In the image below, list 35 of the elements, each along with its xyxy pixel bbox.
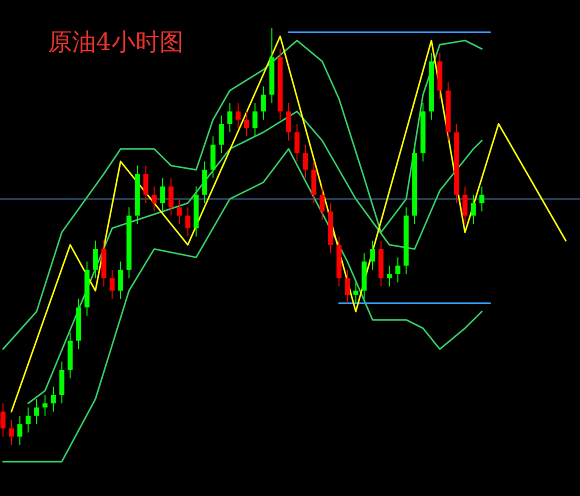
candlestick	[143, 165, 148, 204]
candlestick	[152, 186, 157, 212]
candlestick	[160, 178, 166, 212]
candlestick	[260, 86, 266, 120]
candlestick	[236, 102, 241, 129]
candlestick	[395, 256, 400, 283]
candlestick	[344, 269, 350, 304]
candlestick	[110, 269, 115, 300]
chart-title: 原油4小时图	[48, 28, 184, 56]
candlestick	[92, 240, 98, 279]
candlestick	[370, 240, 376, 270]
candlestick	[42, 394, 48, 416]
candlestick	[252, 102, 258, 137]
candlestick	[320, 186, 325, 220]
candlestick	[227, 102, 232, 133]
candlestick	[386, 265, 392, 288]
candlestick	[286, 102, 292, 142]
candlestick	[168, 178, 174, 216]
candlestick	[479, 186, 484, 212]
candlestick	[118, 261, 124, 300]
candlestick	[50, 386, 56, 412]
candlestick	[17, 415, 22, 446]
candlestick	[302, 144, 308, 179]
candlestick	[294, 123, 300, 162]
candlestick	[244, 110, 250, 137]
candlestick	[0, 402, 6, 438]
candlestick	[26, 406, 31, 433]
candlestick	[462, 186, 468, 224]
candlestick	[470, 194, 476, 224]
candlestick	[8, 419, 14, 446]
candlestick	[176, 198, 182, 224]
candlestick	[218, 115, 224, 154]
candlestick	[185, 206, 190, 237]
candlestick	[353, 282, 358, 304]
candlestick	[34, 398, 40, 425]
